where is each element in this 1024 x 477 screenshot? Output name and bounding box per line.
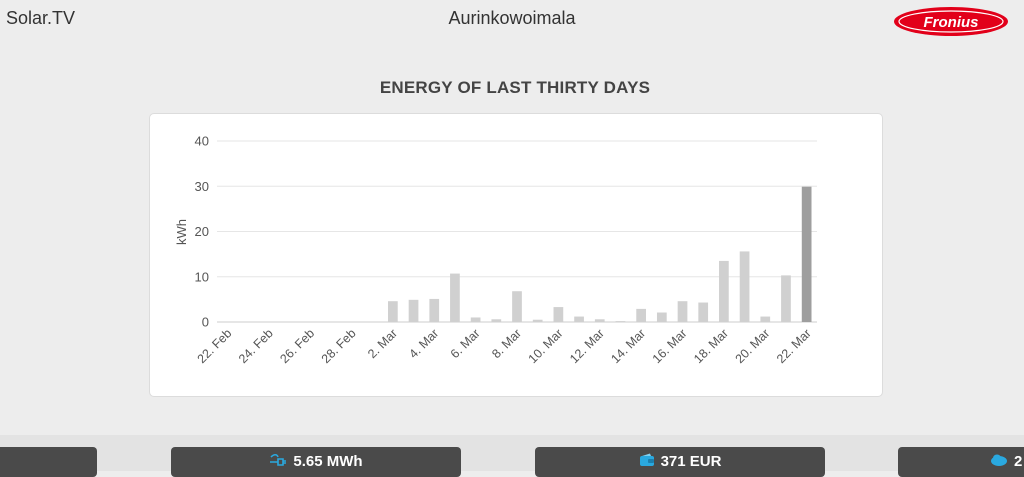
stat-value-energy: 5.65 MWh [293, 453, 363, 470]
x-tick-label: 26. Feb [277, 326, 317, 366]
bar[interactable] [801, 186, 812, 322]
top-bar: Solar.TV Aurinkowoimala Fronius [0, 0, 1024, 40]
chart-card: 0 10 20 30 40 22. Feb 24. Feb 26. Feb 28. Feb 2.… [149, 113, 883, 397]
site-name: Aurinkowoimala [448, 8, 576, 28]
logo-text: Fronius [924, 14, 979, 31]
bar[interactable] [677, 301, 688, 322]
stat-box-energy: 5.65 MWh [171, 447, 461, 477]
y-tick-label: 30 [195, 179, 209, 194]
wallet-icon [639, 453, 655, 471]
x-tick-label: 22. Feb [195, 326, 235, 366]
x-tick-label: 22. Mar [774, 326, 814, 366]
bottom-strip [0, 435, 1024, 471]
x-tick-label: 20. Mar [733, 326, 773, 366]
energy-bar-chart: 0 10 20 30 40 22. Feb 24. Feb 26. Feb 28. Feb 2.… [174, 134, 817, 366]
bar[interactable] [408, 299, 419, 322]
bar[interactable] [636, 308, 646, 322]
y-tick-label: 10 [195, 269, 209, 284]
y-tick-label: 0 [202, 315, 209, 330]
bar[interactable] [491, 319, 502, 322]
co2-icon [990, 453, 1008, 471]
bar[interactable] [594, 319, 605, 322]
x-tick-label: 2. Mar [365, 326, 400, 361]
x-tick-label: 10. Mar [526, 326, 566, 366]
y-tick-label: 40 [195, 134, 209, 149]
bar[interactable] [656, 312, 667, 323]
chart-title: ENERGY OF LAST THIRTY DAYS [379, 78, 651, 97]
x-tick-label: 4. Mar [406, 326, 441, 361]
stat-box-0 [0, 447, 97, 477]
stat-box-earnings: 371 EUR [535, 447, 825, 477]
app-title: Solar.TV [6, 8, 76, 28]
x-tick-label: 28. Feb [319, 326, 359, 366]
bar[interactable] [429, 298, 440, 322]
bar[interactable] [615, 321, 626, 322]
bar[interactable] [739, 251, 750, 322]
y-tick-label: 20 [195, 224, 209, 239]
bar[interactable] [781, 275, 791, 322]
y-axis-label: kWh [174, 219, 189, 245]
bar[interactable] [512, 291, 522, 322]
stat-value-co2: 2 [1014, 453, 1023, 470]
bar[interactable] [574, 316, 584, 322]
x-tick-label: 8. Mar [489, 326, 524, 361]
bar[interactable] [553, 307, 564, 322]
stat-value-earnings: 371 EUR [660, 453, 722, 470]
bar[interactable] [388, 301, 398, 322]
fronius-logo: Fronius [894, 7, 1008, 36]
bar[interactable] [719, 260, 729, 322]
bar[interactable] [450, 273, 460, 322]
plug-icon [269, 453, 287, 471]
bar[interactable] [470, 317, 481, 322]
x-tick-label: 18. Mar [691, 326, 731, 366]
x-tick-label: 16. Mar [650, 326, 690, 366]
x-tick-label: 6. Mar [448, 326, 483, 361]
bar[interactable] [698, 302, 709, 322]
x-tick-label: 24. Feb [236, 326, 276, 366]
bar[interactable] [760, 316, 771, 322]
x-tick-label: 12. Mar [567, 326, 607, 366]
bar[interactable] [532, 319, 543, 322]
stat-box-co2: 2 [898, 447, 1024, 477]
x-tick-label: 14. Mar [608, 326, 648, 366]
